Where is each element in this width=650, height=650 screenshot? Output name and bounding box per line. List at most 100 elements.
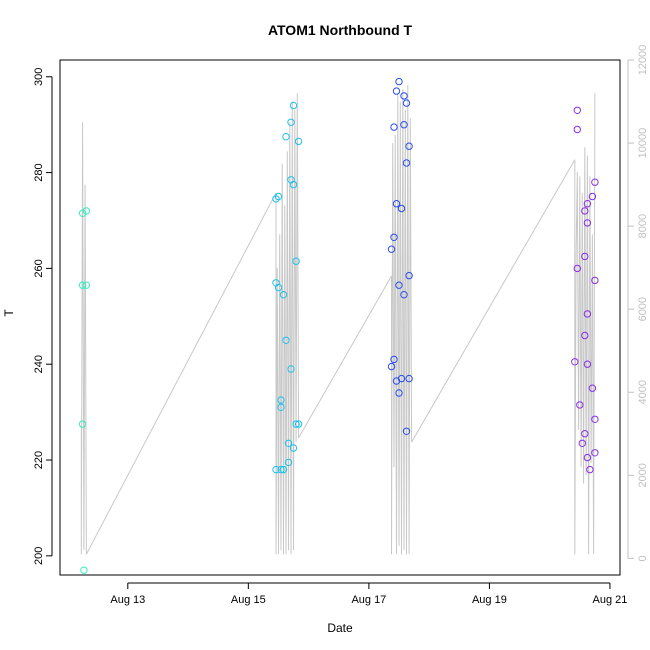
data-point	[581, 252, 589, 261]
data-point	[405, 142, 413, 150]
data-point	[392, 87, 401, 95]
data-point	[583, 310, 592, 318]
data-point	[279, 291, 288, 299]
y2-tick-label: 2000	[637, 463, 649, 487]
x-tick-label: Aug 17	[351, 594, 386, 606]
data-point	[583, 200, 592, 208]
secondary-line-segment	[85, 192, 277, 555]
y2-tick-label: 8000	[637, 214, 649, 238]
data-point	[402, 99, 411, 107]
data-point	[588, 384, 597, 392]
secondary-line-segment	[574, 93, 596, 555]
data-point	[397, 204, 406, 213]
y2-tick-label: 0	[637, 555, 649, 561]
data-point	[405, 374, 413, 383]
data-point	[392, 200, 401, 208]
data-point	[282, 336, 290, 344]
x-tick-label: Aug 13	[110, 594, 145, 606]
data-point	[395, 389, 403, 397]
data-point	[571, 358, 579, 366]
data-point	[272, 195, 280, 203]
data-point	[578, 439, 586, 447]
data-point	[289, 180, 298, 189]
data-point	[284, 439, 293, 447]
secondary-line-segment	[391, 84, 413, 555]
secondary-line-segment	[298, 275, 392, 439]
data-point	[588, 192, 597, 201]
data-point	[573, 264, 581, 273]
data-point	[279, 465, 288, 474]
data-point	[581, 207, 589, 215]
data-point	[284, 458, 293, 467]
data-point	[277, 403, 285, 411]
plot-frame	[59, 59, 621, 576]
data-point	[277, 465, 285, 474]
data-point	[292, 257, 300, 265]
y-tick-label: 260	[33, 259, 45, 277]
x-tick-label: Aug 19	[472, 594, 507, 606]
data-point	[78, 281, 87, 289]
data-point	[583, 360, 592, 368]
data-point	[78, 420, 87, 428]
axes: Aug 13 Aug 15 Aug 17 Aug 19 Aug 21 200 220 240 2…	[33, 45, 649, 606]
data-point	[390, 233, 398, 242]
data-point	[581, 430, 589, 438]
y-axis-label: T	[2, 309, 16, 317]
data-point	[80, 566, 88, 574]
data-point	[395, 77, 403, 86]
y2-tick-label: 6000	[637, 297, 649, 321]
data-point	[405, 271, 413, 280]
secondary-line-segment	[80, 122, 87, 555]
data-point	[289, 101, 298, 110]
y-tick-label: 200	[33, 547, 45, 565]
data-point	[274, 283, 283, 292]
data-point	[282, 133, 290, 141]
y-tick-label: 280	[33, 163, 45, 181]
data-point	[573, 125, 581, 134]
data-point	[287, 118, 295, 127]
data-point	[400, 291, 408, 299]
data-point	[294, 420, 303, 428]
data-point	[402, 427, 411, 435]
data-point	[583, 219, 592, 227]
data-point	[292, 420, 300, 428]
data-point	[390, 123, 398, 131]
data-point	[400, 92, 408, 100]
x-tick-label: Aug 21	[593, 594, 628, 606]
data-point	[581, 331, 589, 340]
y-tick-label: 220	[33, 451, 45, 469]
data-point	[576, 401, 584, 409]
data-point	[78, 209, 87, 218]
data-point	[397, 374, 406, 383]
data-point	[591, 276, 599, 285]
data-point	[294, 137, 303, 146]
y-tick-label: 300	[33, 68, 45, 86]
data-point	[387, 362, 396, 371]
data-point	[573, 106, 581, 115]
data-point	[400, 121, 408, 129]
y2-tick-label: 12000	[637, 45, 649, 76]
chart-title: ATOM1 Northbound T	[268, 22, 413, 38]
y2-tick-label: 10000	[637, 128, 649, 159]
data-point	[583, 453, 592, 462]
data-point	[402, 159, 411, 167]
data-point	[82, 281, 91, 289]
secondary-line-segment	[411, 159, 576, 443]
data-point	[591, 449, 599, 457]
scatter-points	[78, 77, 599, 574]
x-axis-label: Date	[327, 621, 353, 635]
data-point	[390, 355, 398, 364]
secondary-line-segment	[275, 93, 300, 555]
data-point	[586, 465, 594, 474]
data-point	[287, 365, 295, 373]
x-tick-label: Aug 15	[231, 594, 266, 606]
data-point	[591, 415, 599, 423]
data-point	[277, 396, 285, 404]
data-point	[289, 444, 298, 452]
data-point	[395, 281, 403, 289]
data-point	[274, 192, 283, 201]
data-point	[591, 178, 599, 186]
data-point	[82, 207, 91, 215]
secondary-line-series	[80, 84, 596, 555]
